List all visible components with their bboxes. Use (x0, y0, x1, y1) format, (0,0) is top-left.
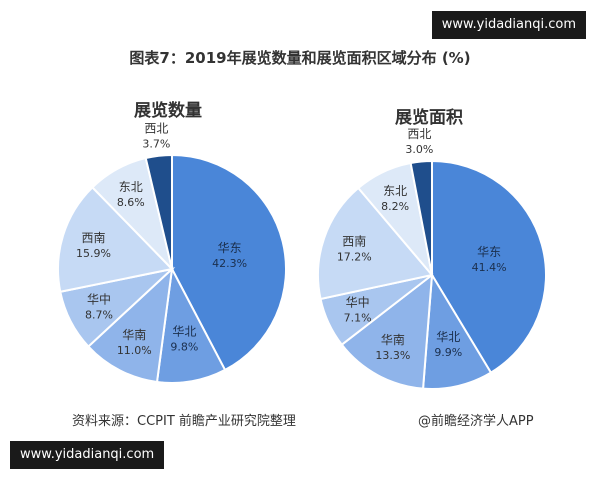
figure-title: 图表7：2019年展览数量和展览面积区域分布 (%) (129, 49, 471, 67)
pie1-slice-6 (144, 153, 173, 270)
pie2-value-6: 3.0% (405, 143, 433, 156)
pie2-value-0: 41.4% (472, 261, 507, 274)
pie2-label-3: 华中 (346, 295, 370, 310)
pie2-slice-4 (317, 186, 434, 301)
pie2-value-2: 13.3% (375, 349, 410, 362)
pie2-label-0: 华东 (477, 245, 501, 259)
pie1-value-2: 11.0% (117, 344, 152, 357)
pie1-label-3: 华中 (87, 292, 111, 307)
watermark-top: www.yidadianqi.com (431, 11, 586, 39)
pie2-slice-2 (340, 272, 434, 390)
pie1-slice-4 (57, 185, 174, 293)
pie2-label-6: 西北 (407, 127, 431, 141)
pie2-slice-0 (431, 159, 547, 374)
pie1-value-1: 9.8% (170, 341, 198, 354)
pie1-value-3: 8.7% (85, 309, 113, 322)
pie-quantity-title: 展览数量 (134, 101, 202, 121)
pie1-label-0: 华东 (218, 241, 242, 255)
credit-note: @前瞻经济学人APP (418, 414, 534, 429)
pie2-slice-6 (409, 159, 433, 276)
source-note: 资料来源：CCPIT 前瞻产业研究院整理 (72, 414, 296, 429)
pie2-value-1: 9.9% (434, 346, 462, 359)
pie1-label-2: 华南 (122, 327, 146, 342)
pie1-value-6: 3.7% (142, 137, 170, 150)
pie-area-title: 展览面积 (395, 108, 463, 128)
pie2-label-4: 西南 (342, 234, 366, 249)
pie1-label-6: 西北 (144, 121, 168, 135)
pie2-value-3: 7.1% (344, 312, 372, 325)
pie1-label-1: 华北 (172, 325, 196, 339)
pie1-slice-2 (86, 266, 174, 384)
pie2-value-4: 17.2% (337, 251, 372, 264)
pie2-label-2: 华南 (381, 332, 405, 347)
pie1-label-4: 西南 (81, 230, 105, 245)
pie2-label-1: 华北 (436, 330, 460, 344)
pie1-value-5: 8.6% (117, 196, 145, 209)
pie2-label-5: 东北 (383, 184, 407, 198)
pie1-value-4: 15.9% (76, 247, 111, 260)
watermark-bottom: www.yidadianqi.com (10, 441, 165, 469)
pie2-value-5: 8.2% (381, 200, 409, 213)
pie1-slice-0 (171, 153, 287, 372)
pie1-label-5: 东北 (119, 180, 143, 194)
pie1-value-0: 42.3% (212, 257, 247, 270)
